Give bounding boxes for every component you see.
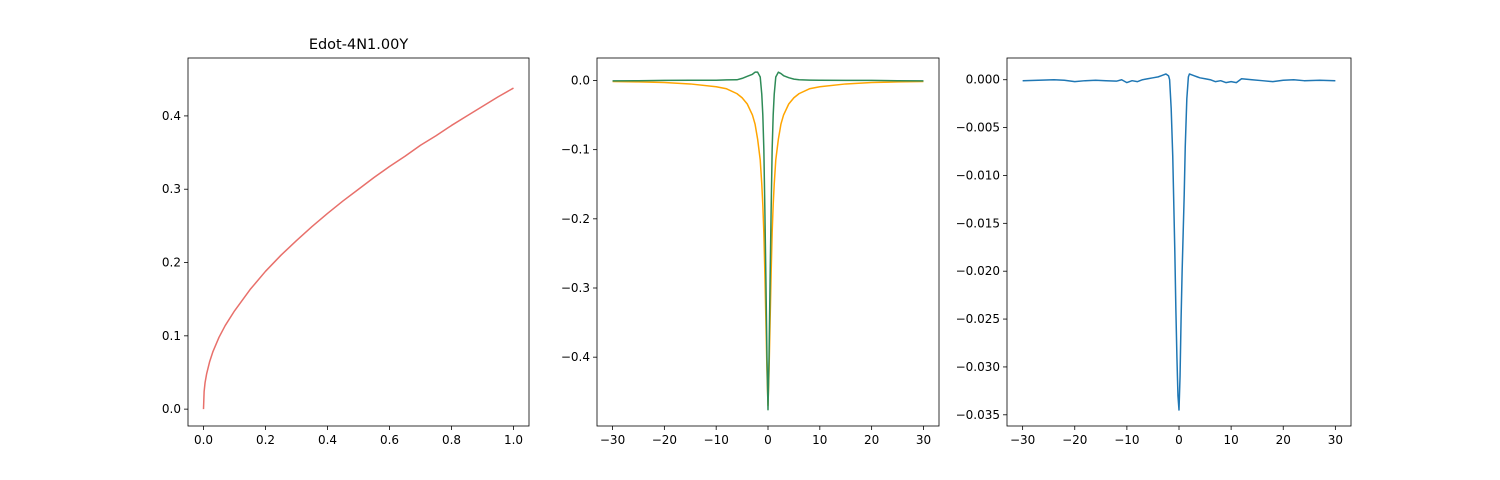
chart-2-xtick-label: 0 [1175, 433, 1183, 447]
chart-1-xtick-label: 0 [764, 433, 772, 447]
chart-0-xtick-label: 0.8 [442, 433, 461, 447]
chart-2-xtick-label: −30 [1010, 433, 1035, 447]
chart-2-ytick-label: −0.005 [956, 121, 1000, 135]
chart-2-ytick-label: −0.035 [956, 408, 1000, 422]
chart-1-xtick-label: −20 [652, 433, 677, 447]
chart-0-xtick-label: 0.4 [318, 433, 337, 447]
chart-1-ytick-label: −0.2 [561, 212, 590, 226]
chart-0-title: Edot-4N1.00Y [309, 37, 409, 53]
chart-1-ytick-label: −0.3 [561, 281, 590, 295]
right-panel: −30 −20 −10 0 10 20 30 0.000 −0.005 −0.010 −0.015 −… [956, 57, 1352, 447]
chart-2-ytick-label: −0.020 [956, 264, 1000, 278]
chart-0-axes-frame [187, 57, 530, 427]
chart-0-ytick-label: 0.4 [162, 109, 181, 123]
chart-0-ytick-label: 0.1 [162, 329, 181, 343]
chart-2-ytick-label: 0.000 [966, 73, 1000, 87]
chart-2-xtick-label: 10 [1223, 433, 1238, 447]
chart-1-series-1-line [612, 71, 924, 411]
chart-1-xtick-label: 10 [812, 433, 827, 447]
chart-1-xtick-label: −30 [600, 433, 625, 447]
chart-0-xtick-label: 0.6 [380, 433, 399, 447]
chart-2-xtick-label: 30 [1328, 433, 1343, 447]
chart-2-series-0-line [1022, 73, 1336, 411]
chart-1-ytick-label: 0.0 [571, 73, 590, 87]
chart-0-xtick-label: 1.0 [504, 433, 523, 447]
middle-panel: −30 −20 −10 0 10 20 30 0.0 −0.1 −0.2 −0.3 −0.4 [561, 57, 940, 447]
chart-2-ytick-label: −0.015 [956, 216, 1000, 230]
chart-1-xtick-label: −10 [704, 433, 729, 447]
chart-2-ytick-label: −0.010 [956, 168, 1000, 182]
chart-2-ytick-label: −0.025 [956, 312, 1000, 326]
chart-2-xtick-label: 20 [1276, 433, 1291, 447]
left-panel: 0.0 0.2 0.4 0.6 0.8 1.0 0.0 0.1 0.2 0.3 0.4 Edot-4N… [162, 37, 530, 447]
chart-2-xtick-label: −20 [1062, 433, 1087, 447]
chart-1-ytick-label: −0.4 [561, 350, 590, 364]
chart-0-series-0-line [202, 87, 514, 410]
chart-0-ytick-label: 0.3 [162, 182, 181, 196]
chart-2-ytick-label: −0.030 [956, 360, 1000, 374]
chart-1-xtick-label: 30 [916, 433, 931, 447]
chart-1-xtick-label: 20 [864, 433, 879, 447]
chart-0-xtick-label: 0.0 [194, 433, 213, 447]
chart-0-ytick-label: 0.2 [162, 256, 181, 270]
chart-2-xtick-label: −10 [1114, 433, 1139, 447]
chart-0-xtick-label: 0.2 [256, 433, 275, 447]
chart-1-ytick-label: −0.1 [561, 143, 590, 157]
chart-0-ytick-label: 0.0 [162, 402, 181, 416]
